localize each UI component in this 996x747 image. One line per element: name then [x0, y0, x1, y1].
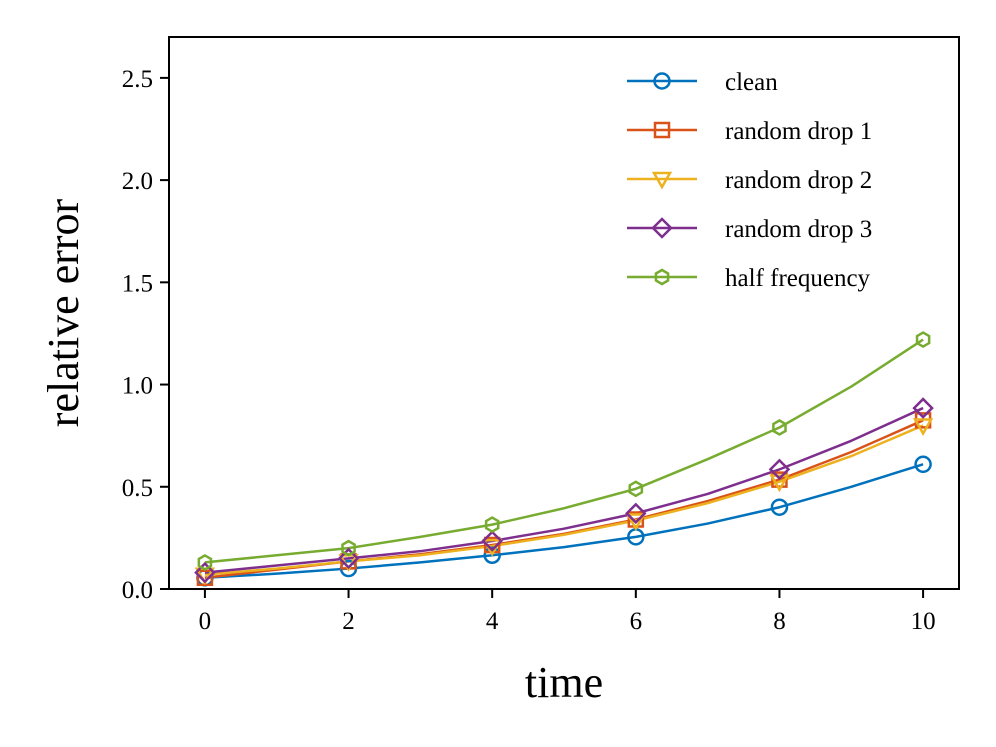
- legend-label-half-frequency: half frequency: [725, 265, 871, 292]
- data-point-half-frequency: [915, 331, 931, 349]
- y-tick-label: 1.5: [122, 270, 153, 297]
- legend-label-clean: clean: [725, 69, 778, 96]
- x-tick-label: 6: [630, 608, 643, 635]
- x-tick-label: 8: [773, 608, 786, 635]
- y-tick-label: 2.0: [122, 168, 153, 195]
- data-point-random-drop-1: [771, 471, 788, 488]
- legend-marker-random-drop-3: [651, 217, 673, 239]
- y-tick-label: 2.5: [122, 66, 153, 93]
- y-axis-ticks: 0.0 0.5 1.0 1.5 2.0 2.5: [122, 66, 169, 604]
- legend-marker-clean: [653, 72, 671, 90]
- data-point-half-frequency: [197, 553, 213, 571]
- plot-area-frame: [168, 36, 960, 590]
- data-point-clean: [914, 455, 932, 474]
- data-point-random-drop-3: [625, 502, 647, 525]
- data-point-half-frequency: [341, 539, 356, 557]
- data-point-random-drop-3: [912, 397, 934, 419]
- data-point-random-drop-1: [627, 511, 645, 528]
- series-line-random-drop-2: [204, 424, 924, 576]
- series-line-random-drop-3: [204, 406, 924, 574]
- legend-marker-random-drop-2: [651, 171, 673, 190]
- legend-label-random-drop-2: random drop 2: [725, 167, 872, 194]
- x-tick-label: 0: [199, 608, 212, 635]
- data-point-random-drop-1: [483, 536, 501, 554]
- series-line-half-frequency: [204, 338, 924, 564]
- x-axis-ticks: 0 2 4 6 8 10: [199, 589, 936, 635]
- data-point-clean: [770, 498, 789, 516]
- data-point-random-drop-3: [768, 458, 791, 481]
- legend-label-random-drop-1: random drop 1: [725, 118, 872, 145]
- data-point-random-drop-3: [337, 547, 360, 570]
- y-tick-label: 0.0: [122, 577, 153, 604]
- data-point-random-drop-3: [194, 561, 216, 584]
- series-markers: [194, 331, 934, 587]
- legend: clean random drop 1 random drop 2 random dr…: [627, 69, 872, 292]
- x-tick-label: 2: [342, 608, 355, 635]
- legend-marker-half-frequency: [654, 268, 670, 286]
- data-point-clean: [483, 546, 501, 565]
- legend-label-random-drop-3: random drop 3: [725, 216, 872, 243]
- x-tick-label: 4: [486, 608, 499, 635]
- series-lines: [204, 338, 924, 580]
- data-point-random-drop-2: [912, 418, 934, 436]
- x-tick-label: 10: [911, 608, 936, 635]
- data-point-random-drop-2: [769, 474, 790, 493]
- data-point-half-frequency: [484, 516, 500, 534]
- data-point-random-drop-3: [481, 530, 503, 552]
- data-point-half-frequency: [628, 480, 644, 498]
- data-point-random-drop-2: [625, 513, 646, 532]
- y-tick-label: 1.0: [122, 373, 153, 400]
- legend-marker-random-drop-1: [653, 121, 671, 139]
- data-point-random-drop-1: [196, 569, 214, 587]
- x-axis-title: time: [525, 658, 603, 707]
- series-line-clean: [204, 463, 924, 580]
- data-point-half-frequency: [772, 419, 787, 436]
- y-tick-label: 0.5: [122, 475, 153, 502]
- y-axis-title: relative error: [39, 198, 88, 427]
